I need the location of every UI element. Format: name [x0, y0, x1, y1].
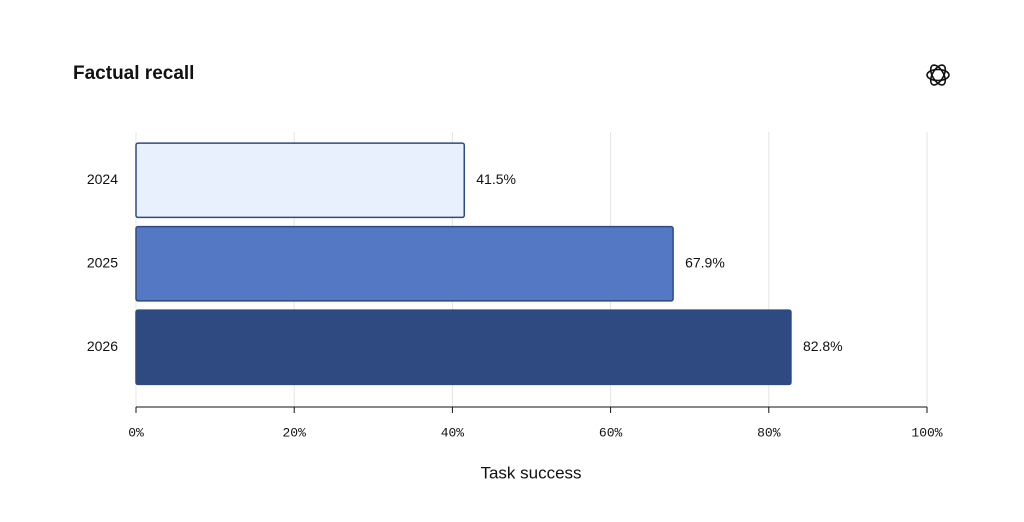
y-tick-label: 2024 — [87, 171, 118, 187]
x-tick-label: 0% — [128, 425, 144, 440]
bar — [135, 225, 674, 302]
x-tick-label: 80% — [757, 425, 781, 440]
x-tick-label: 100% — [911, 425, 942, 440]
bar — [135, 309, 792, 386]
value-label: 67.9% — [685, 254, 725, 270]
x-tick-label: 60% — [599, 425, 623, 440]
y-tick-label: 2026 — [87, 338, 118, 354]
value-label: 41.5% — [476, 171, 516, 187]
bar — [135, 142, 466, 219]
logo — [926, 64, 950, 86]
x-tick-label: 40% — [441, 425, 465, 440]
chart-title: Factual recall — [73, 63, 194, 84]
value-label: 82.8% — [803, 338, 843, 354]
y-tick-label: 2025 — [87, 254, 118, 270]
x-tick-label: 20% — [282, 425, 306, 440]
x-axis-label: Task success — [480, 463, 581, 482]
